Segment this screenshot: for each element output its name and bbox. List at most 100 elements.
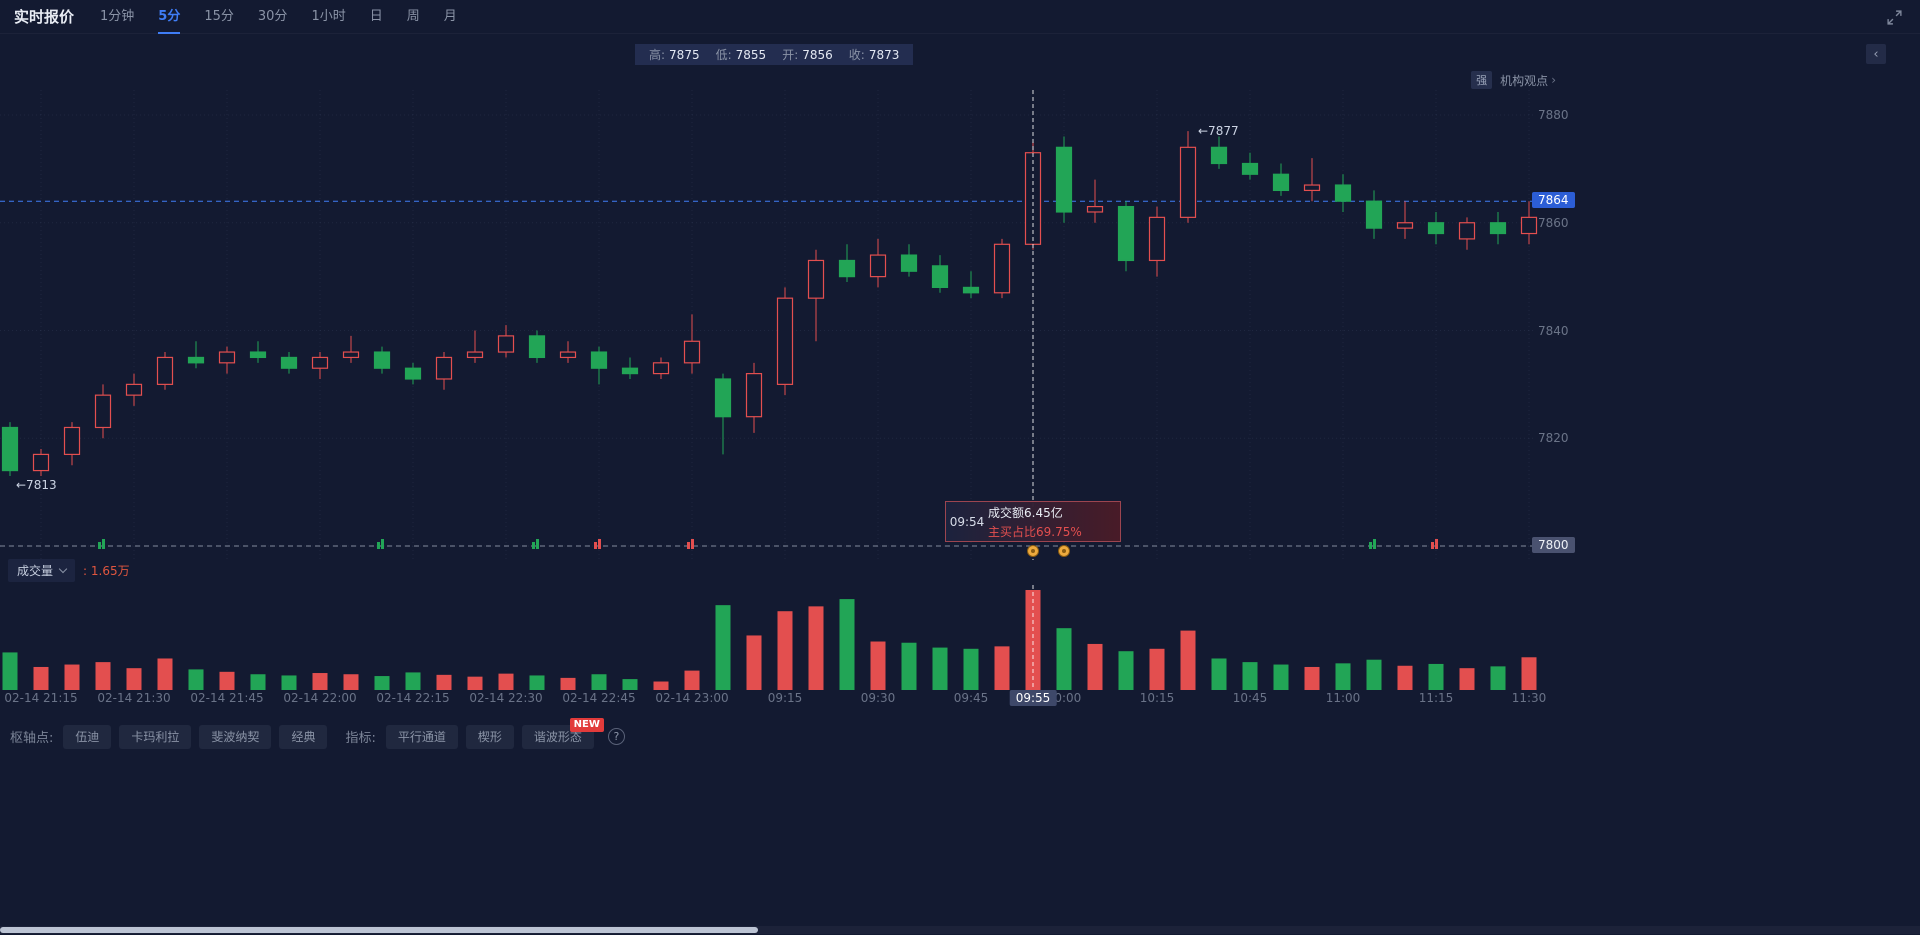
candle-body[interactable] xyxy=(125,383,143,396)
volume-bar[interactable] xyxy=(343,674,359,690)
volume-bar[interactable] xyxy=(1459,668,1475,690)
candle-body[interactable] xyxy=(962,286,980,294)
candle-body[interactable] xyxy=(1117,205,1135,262)
candle-body[interactable] xyxy=(1458,222,1476,240)
timeframe-tab-30分[interactable]: 30分 xyxy=(257,8,288,24)
candle-body[interactable] xyxy=(373,351,391,369)
candle-body[interactable] xyxy=(63,426,81,456)
volume-bar[interactable] xyxy=(1242,662,1258,690)
candle-body[interactable] xyxy=(900,254,918,272)
candle-body[interactable] xyxy=(156,356,174,385)
candle-body[interactable] xyxy=(94,394,112,429)
volume-bar[interactable] xyxy=(467,676,483,690)
candle-body[interactable] xyxy=(466,351,484,359)
candle-body[interactable] xyxy=(1055,146,1073,213)
signal-marker[interactable] xyxy=(102,539,105,549)
volume-bar[interactable] xyxy=(1397,665,1413,690)
volume-bar[interactable] xyxy=(1087,643,1103,690)
volume-indicator-dropdown[interactable]: 成交量 xyxy=(8,559,76,582)
expand-icon[interactable] xyxy=(1886,9,1903,30)
timeframe-tab-月[interactable]: 月 xyxy=(443,8,457,24)
candle-body[interactable] xyxy=(1520,216,1538,235)
signal-marker[interactable] xyxy=(1373,539,1376,549)
volume-bar[interactable] xyxy=(157,658,173,690)
volume-bar[interactable] xyxy=(1149,648,1165,690)
candle-body[interactable] xyxy=(1241,162,1259,175)
volume-bar[interactable] xyxy=(684,670,700,690)
candle-body[interactable] xyxy=(807,259,825,299)
volume-bar[interactable] xyxy=(1056,628,1072,690)
candle-body[interactable] xyxy=(1365,200,1383,229)
volume-bar[interactable] xyxy=(1428,663,1444,690)
volume-bar[interactable] xyxy=(715,605,731,690)
volume-bar[interactable] xyxy=(312,673,328,690)
timeframe-tab-日[interactable]: 日 xyxy=(369,8,383,24)
volume-bar[interactable] xyxy=(1118,651,1134,690)
volume-bar[interactable] xyxy=(1521,657,1537,690)
volume-bar[interactable] xyxy=(870,641,886,690)
volume-bar[interactable] xyxy=(560,677,576,690)
signal-marker[interactable] xyxy=(98,542,101,549)
volume-bar[interactable] xyxy=(1304,666,1320,690)
candle-body[interactable] xyxy=(1210,146,1228,165)
signal-marker[interactable] xyxy=(687,542,690,549)
volume-bar[interactable] xyxy=(95,662,111,690)
candle-body[interactable] xyxy=(559,351,577,359)
pivot-button-伍迪[interactable]: 伍迪 xyxy=(63,725,112,749)
candle-body[interactable] xyxy=(590,351,608,369)
scrollbar-track[interactable] xyxy=(0,926,1920,934)
signal-marker[interactable] xyxy=(594,542,597,549)
volume-bar[interactable] xyxy=(839,599,855,690)
candle-body[interactable] xyxy=(528,335,546,359)
volume-bar[interactable] xyxy=(901,642,917,690)
signal-marker[interactable] xyxy=(532,542,535,549)
candle-body[interactable] xyxy=(218,351,236,364)
volume-bar[interactable] xyxy=(33,666,49,690)
volume-bar[interactable] xyxy=(1335,663,1351,690)
signal-marker[interactable] xyxy=(598,539,601,549)
signal-marker[interactable] xyxy=(1369,542,1372,549)
help-icon[interactable]: ? xyxy=(607,728,625,745)
volume-bar[interactable] xyxy=(746,635,762,690)
candle-body[interactable] xyxy=(187,356,205,364)
indicator-button-平行通道[interactable]: 平行通道 xyxy=(385,725,458,749)
volume-bar[interactable] xyxy=(250,674,266,690)
volume-bar[interactable] xyxy=(1180,630,1196,690)
candle-body[interactable] xyxy=(1396,222,1414,229)
candle-body[interactable] xyxy=(280,356,298,369)
candle-body[interactable] xyxy=(1179,146,1197,218)
volume-bar[interactable] xyxy=(498,673,514,690)
candle-body[interactable] xyxy=(1334,184,1352,202)
signal-marker[interactable] xyxy=(1431,542,1434,549)
candle-body[interactable] xyxy=(404,367,422,380)
candle-body[interactable] xyxy=(435,356,453,380)
signal-marker[interactable] xyxy=(691,539,694,549)
candle-body[interactable] xyxy=(497,335,515,353)
timeframe-tab-5分[interactable]: 5分 xyxy=(158,0,181,34)
candle-body[interactable] xyxy=(32,453,50,472)
volume-bar[interactable] xyxy=(808,606,824,690)
volume-bar[interactable] xyxy=(1366,659,1382,690)
signal-marker[interactable] xyxy=(536,539,539,549)
timeframe-tab-1分钟[interactable]: 1分钟 xyxy=(100,8,135,24)
scrollbar-thumb[interactable] xyxy=(0,927,758,933)
volume-bar[interactable] xyxy=(529,675,545,690)
volume-bar[interactable] xyxy=(963,648,979,690)
volume-bar[interactable] xyxy=(777,611,793,690)
candle-body[interactable] xyxy=(1148,216,1166,262)
candle-body[interactable] xyxy=(714,378,732,418)
candle-body[interactable] xyxy=(838,259,856,278)
volume-bar[interactable] xyxy=(188,669,204,690)
volume-bar[interactable] xyxy=(1273,664,1289,690)
volume-bar[interactable] xyxy=(405,672,421,690)
volume-bar[interactable] xyxy=(281,675,297,690)
volume-bar[interactable] xyxy=(994,646,1010,690)
collapse-panel-button[interactable]: ‹ xyxy=(1866,44,1886,64)
candle-body[interactable] xyxy=(776,297,794,385)
timeframe-tab-15分[interactable]: 15分 xyxy=(204,8,234,24)
volume-bar[interactable] xyxy=(374,676,390,690)
candle-body[interactable] xyxy=(249,351,267,359)
candle-body[interactable] xyxy=(931,265,949,289)
signal-marker[interactable] xyxy=(377,542,380,549)
candle-body[interactable] xyxy=(993,243,1011,294)
